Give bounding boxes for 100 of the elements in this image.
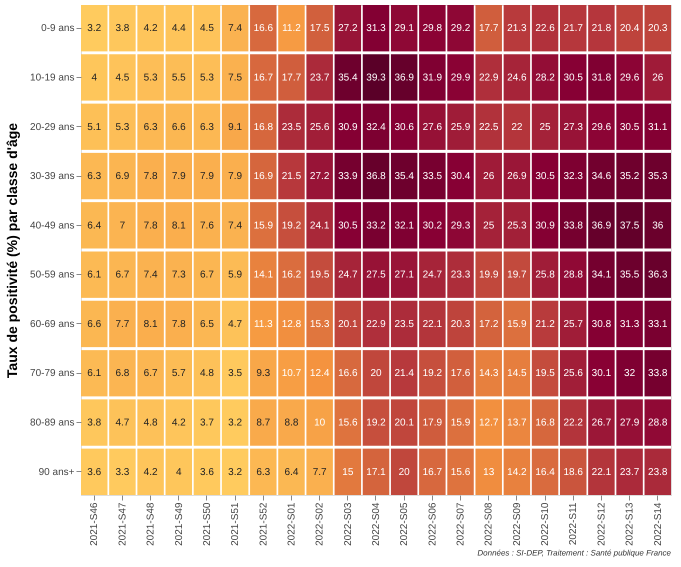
- x-tick-label: 2021-S48: [146, 502, 157, 546]
- data-label: 23.7: [310, 72, 330, 84]
- data-label: 4: [176, 466, 182, 478]
- data-label: 27.6: [422, 122, 443, 133]
- data-label: 7.7: [115, 318, 130, 330]
- data-label: 35.4: [338, 72, 358, 84]
- y-tick-label: 70-79 ans: [30, 368, 74, 380]
- data-label: 6.7: [115, 270, 130, 281]
- y-tick-label: 0-9 ans: [41, 23, 74, 34]
- data-label: 29.8: [422, 23, 443, 34]
- data-label: 29.6: [620, 72, 640, 84]
- data-label: 27.1: [394, 270, 414, 281]
- data-label: 6.3: [256, 466, 271, 478]
- data-label: 20.3: [648, 23, 668, 34]
- x-tick-label: 2022-S01: [286, 502, 298, 546]
- data-label: 30.5: [620, 122, 640, 133]
- data-label: 17.5: [310, 23, 330, 34]
- data-label: 29.6: [592, 122, 612, 133]
- data-label: 20.4: [620, 23, 640, 34]
- data-label: 19.5: [310, 270, 330, 281]
- data-label: 4.7: [228, 318, 243, 330]
- y-tick-label: 30-39 ans: [30, 171, 74, 182]
- data-label: 7.4: [228, 220, 243, 232]
- x-tick-label: 2022-S06: [427, 502, 438, 546]
- data-label: 19.5: [535, 368, 556, 380]
- data-label: 15.6: [450, 466, 471, 478]
- data-label: 27.9: [620, 418, 640, 429]
- data-label: 33.8: [563, 220, 584, 232]
- data-label: 3.5: [228, 368, 243, 380]
- data-label: 12.4: [310, 368, 330, 380]
- data-label: 28.8: [648, 418, 668, 429]
- data-label: 26: [483, 171, 495, 182]
- data-label: 28.8: [563, 270, 584, 281]
- data-label: 39.3: [366, 72, 386, 84]
- data-label: 6.6: [87, 318, 102, 330]
- data-label: 17.1: [366, 466, 386, 478]
- data-label: 17.2: [478, 318, 499, 330]
- data-label: 14.5: [507, 368, 528, 380]
- data-label: 5.7: [172, 368, 186, 380]
- data-label: 33.9: [338, 171, 358, 182]
- text: Données : SI-DEP, Traitement : Santé publique France: [477, 548, 672, 558]
- data-label: 31.8: [592, 72, 612, 84]
- data-label: 16.8: [254, 122, 274, 133]
- data-label: 5.5: [172, 72, 186, 84]
- data-label: 19.7: [507, 270, 528, 281]
- data-label: 4.2: [144, 466, 158, 478]
- data-label: 5.3: [144, 72, 158, 84]
- data-label: 27.2: [310, 171, 330, 182]
- data-label: 7.9: [172, 171, 186, 182]
- data-label: 29.2: [450, 23, 471, 34]
- data-label: 31.1: [648, 122, 668, 133]
- data-label: 20.1: [338, 318, 358, 330]
- y-tick-label: 90 ans+: [38, 466, 75, 478]
- data-label: 33.1: [648, 318, 668, 330]
- data-label: 6.3: [200, 122, 214, 133]
- data-label: 22.5: [478, 122, 499, 133]
- data-label: 25: [539, 122, 552, 133]
- data-label: 32: [624, 368, 636, 380]
- data-label: 5.1: [87, 122, 102, 133]
- data-label: 14.3: [478, 368, 499, 380]
- data-label: 3.6: [200, 466, 214, 478]
- data-label: 27.5: [366, 270, 386, 281]
- data-label: 23.7: [620, 466, 640, 478]
- x-tick-label: 2022-S14: [652, 502, 664, 546]
- data-label: 16.4: [535, 466, 556, 478]
- data-label: 8.1: [144, 318, 158, 330]
- data-label: 22.6: [535, 23, 556, 34]
- data-label: 25.7: [563, 318, 584, 330]
- data-label: 7.8: [172, 318, 186, 330]
- data-label: 23.3: [450, 270, 471, 281]
- data-label: 5.3: [115, 122, 130, 133]
- y-tick-label: 40-49 ans: [30, 220, 74, 232]
- data-label: 13.7: [507, 418, 528, 429]
- data-label: 24.7: [338, 270, 358, 281]
- data-label: 6.4: [284, 466, 299, 478]
- data-label: 30.8: [592, 318, 612, 330]
- data-label: 21.3: [507, 23, 528, 34]
- data-label: 3.6: [87, 466, 102, 478]
- x-tick-label: 2021-S51: [230, 502, 242, 546]
- data-label: 7.4: [228, 23, 243, 34]
- data-label: 7.3: [172, 270, 186, 281]
- data-label: 15.3: [310, 318, 330, 330]
- data-label: 7.6: [200, 220, 214, 232]
- data-label: 33.2: [366, 220, 386, 232]
- data-label: 15: [342, 466, 354, 478]
- data-label: 4: [91, 72, 98, 84]
- data-label: 27.3: [563, 122, 584, 133]
- data-label: 17.6: [450, 368, 471, 380]
- data-label: 14.2: [507, 466, 528, 478]
- data-label: 30.9: [535, 220, 556, 232]
- data-label: 4.4: [172, 23, 186, 34]
- data-label: 13: [483, 466, 495, 478]
- data-label: 29.3: [450, 220, 471, 232]
- data-label: 11.3: [254, 318, 274, 330]
- data-label: 30.5: [563, 72, 584, 84]
- data-label: 36.8: [366, 171, 386, 182]
- data-label: 36: [652, 220, 664, 232]
- data-label: 20: [398, 466, 410, 478]
- data-label: 17.9: [422, 418, 443, 429]
- data-label: 3.2: [228, 418, 243, 429]
